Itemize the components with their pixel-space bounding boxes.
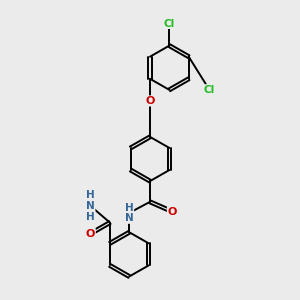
Text: H
N
H: H N H [86, 190, 95, 222]
Text: O: O [167, 206, 177, 217]
Text: H
N: H N [125, 202, 134, 223]
Text: O: O [86, 229, 95, 238]
Text: Cl: Cl [204, 85, 215, 95]
Text: Cl: Cl [164, 19, 175, 28]
Text: O: O [145, 96, 155, 106]
